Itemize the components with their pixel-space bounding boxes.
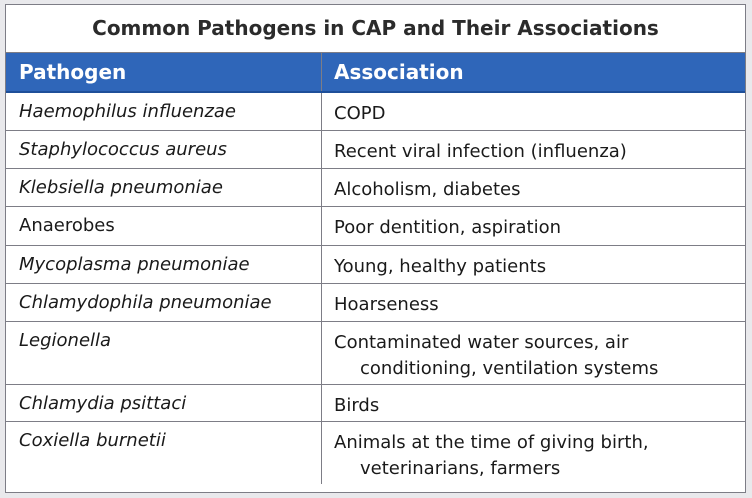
pathogen-cell: Mycoplasma pneumoniae — [6, 246, 322, 283]
pathogen-cell: Chlamydia psittaci — [6, 385, 322, 421]
table-row: Chlamydophila pneumoniae Hoarseness — [6, 284, 745, 322]
association-line-1: Animals at the time of giving birth, — [334, 432, 649, 453]
association-cell: Animals at the time of giving birth, vet… — [322, 422, 745, 484]
association-cell: Birds — [334, 395, 380, 416]
table-header-row: Pathogen Association — [6, 53, 745, 93]
association-cell: Hoarseness — [334, 294, 439, 315]
association-cell: Poor dentition, aspiration — [334, 217, 561, 238]
pathogen-cell: Haemophilus influenzae — [6, 93, 322, 130]
association-cell: COPD — [334, 103, 386, 124]
association-line-2: veterinarians, farmers — [360, 458, 561, 479]
association-line-1: Contaminated water sources, air — [334, 332, 629, 353]
association-line-2: conditioning, ventilation systems — [360, 358, 659, 379]
table-row: Klebsiella pneumoniae Alcoholism, diabet… — [6, 169, 745, 207]
table-row: Chlamydia psittaci Birds — [6, 385, 745, 422]
pathogen-cell: Legionella — [6, 322, 322, 384]
table-row: Anaerobes Poor dentition, aspiration — [6, 207, 745, 246]
header-association: Association — [334, 60, 464, 84]
table-row: Coxiella burnetii Animals at the time of… — [6, 422, 745, 484]
table-row: Legionella Contaminated water sources, a… — [6, 322, 745, 385]
pathogen-table: Common Pathogens in CAP and Their Associ… — [5, 4, 746, 493]
association-cell: Alcoholism, diabetes — [334, 179, 521, 200]
header-pathogen: Pathogen — [6, 53, 322, 91]
pathogen-cell: Chlamydophila pneumoniae — [6, 284, 322, 321]
pathogen-cell: Anaerobes — [6, 207, 322, 245]
table-row: Staphylococcus aureus Recent viral infec… — [6, 131, 745, 169]
association-cell: Recent viral infection (influenza) — [334, 141, 627, 162]
pathogen-cell: Staphylococcus aureus — [6, 131, 322, 168]
association-cell: Young, healthy patients — [334, 256, 547, 277]
table-title: Common Pathogens in CAP and Their Associ… — [6, 5, 745, 53]
table-row: Mycoplasma pneumoniae Young, healthy pat… — [6, 246, 745, 284]
pathogen-cell: Klebsiella pneumoniae — [6, 169, 322, 206]
table-row: Haemophilus influenzae COPD — [6, 93, 745, 131]
association-cell: Contaminated water sources, air conditio… — [322, 322, 745, 384]
pathogen-cell: Coxiella burnetii — [6, 422, 322, 484]
